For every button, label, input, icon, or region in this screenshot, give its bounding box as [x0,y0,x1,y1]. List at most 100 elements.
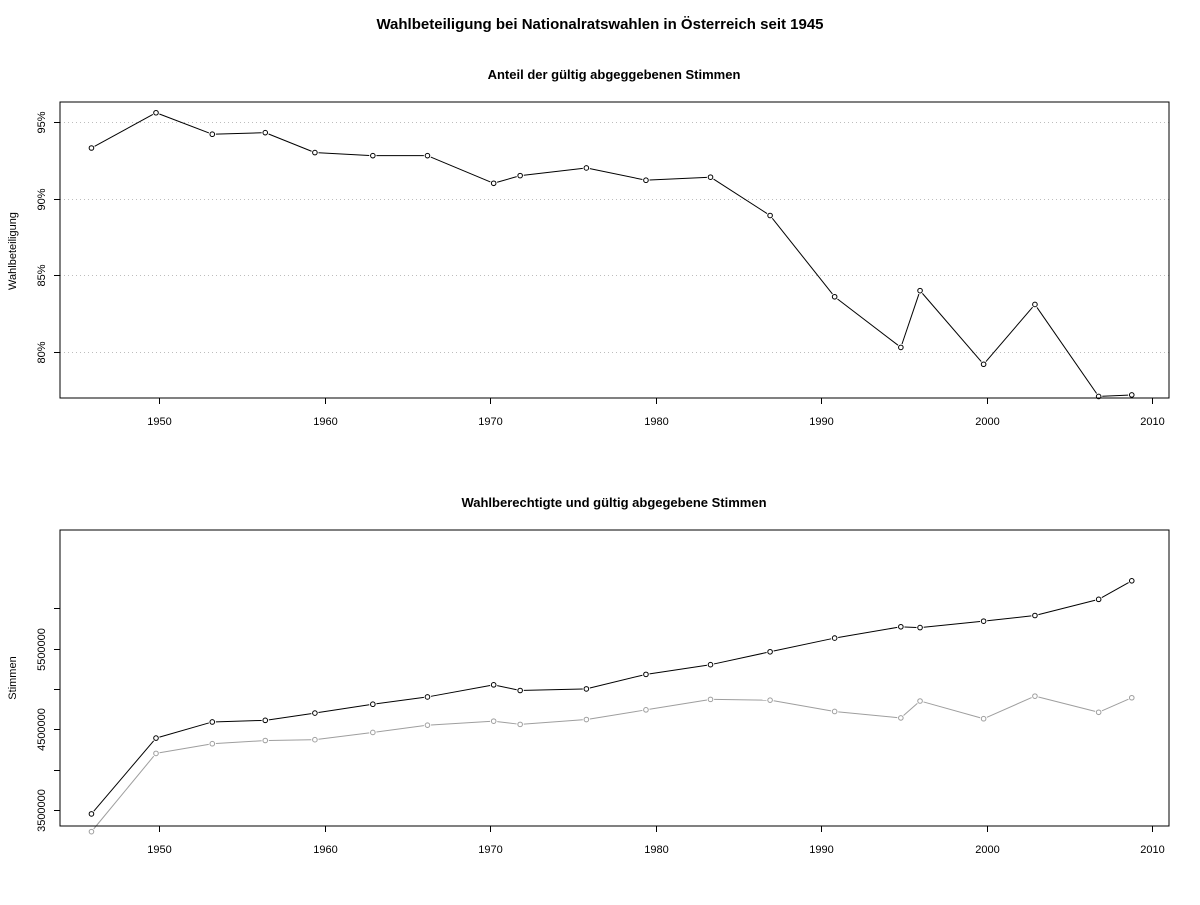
turnout-gridlines [60,122,1169,353]
votes-series-1-point [490,682,497,688]
votes-series-2-point [517,721,523,728]
votes-series-1-point [831,635,838,641]
votes-plot-frame [59,529,1170,827]
turnout-x-tick-label: 1960 [313,416,337,428]
votes-x-tick-label: 1970 [478,844,502,856]
votes-x-tick-label: 1950 [147,844,171,856]
votes-series-2-segment [215,740,262,745]
turnout-y-tick-label: 95% [36,111,48,133]
votes-series-1-segment [497,685,517,691]
turnout-series-1-point [707,174,714,180]
turnout-series-1-point [517,172,523,179]
turnout-series-1-segment [215,132,262,135]
votes-series-1-point [917,624,923,631]
votes-series-1-segment [1101,582,1129,599]
votes-series-2-segment [376,725,424,733]
votes-series-2-segment [318,732,370,740]
votes-series-2-segment [497,721,517,725]
turnout-series-1-point [153,109,159,116]
turnout-series-1-point [424,152,431,159]
votes-series-2-point [643,707,649,713]
turnout-y-tick-label: 90% [36,188,48,210]
votes-series-1 [88,578,1135,817]
votes-series-1-point [209,719,216,725]
votes-series-2 [88,693,1135,835]
votes-y-axis-label: Stimmen [7,656,19,699]
turnout-series-1-segment [649,176,707,181]
votes-series-2-segment [523,719,583,725]
votes-series-1-segment [430,685,491,697]
votes-series-1-point [312,710,318,716]
turnout-series-1-segment [496,176,517,183]
votes-series-1-segment [773,638,832,652]
votes-series-1-segment [589,674,643,689]
votes-series-2-point [898,715,904,721]
turnout-series-1-segment [159,113,210,134]
votes-series-2-point [1128,694,1135,701]
votes-series-2-segment [268,739,312,741]
votes-series-2-segment [903,702,918,716]
votes-series-2-segment [1101,698,1129,712]
turnout-series-1-segment [1036,307,1098,394]
votes-x-tick-label: 1960 [313,844,337,856]
votes-series-1-point [370,701,376,708]
votes-series-1-segment [523,688,583,691]
votes-series-2-segment [1038,696,1096,712]
votes-series-2-segment [773,700,832,712]
votes-series-2-segment [649,699,708,710]
turnout-series-1-segment [713,178,768,214]
votes-series-1-segment [904,626,917,628]
turnout-series-1-segment [318,152,370,156]
turnout-series-1-point [88,145,95,151]
turnout-x-tick-label: 1950 [147,416,171,428]
votes-series-2-segment [714,698,767,701]
votes-x-tick-label: 2000 [975,844,999,856]
turnout-series-1-segment [430,156,491,183]
turnout-y-axis-label: Wahlbeteiligung [7,212,19,290]
turnout-series-1-point [898,344,904,351]
votes-series-1-point [707,661,714,668]
turnout-series-1-segment [837,298,899,346]
votes-y-tick-label: 5500000 [36,628,48,671]
votes-series-2-point [370,729,376,736]
turnout-series-1-point [262,129,269,136]
votes-series-1-point [262,717,269,724]
turnout-series-1-point [980,361,987,368]
turnout-series-1-segment [985,306,1033,362]
votes-series-2-segment [589,709,643,720]
turnout-x-tick-label: 1980 [644,416,668,428]
votes-series-1-point [898,623,904,630]
turnout-series-1-point [312,149,318,156]
votes-series-1-segment [838,626,898,638]
votes-series-2-point [1095,709,1102,716]
votes-panel: Wahlberechtigte und gültig abgegebene St… [7,495,1170,856]
votes-series-2-segment [93,755,155,830]
votes-series-2-point [707,696,714,703]
votes-series-2-point [980,715,987,722]
votes-series-1-point [583,686,590,692]
turnout-series-1-segment [268,133,312,152]
turnout-y-tick-label: 85% [36,264,48,286]
turnout-series-1-point [831,293,838,300]
votes-series-1-segment [649,664,708,675]
votes-series-2-segment [431,720,491,726]
votes-series-2-point [424,722,431,728]
turnout-series-1-point [767,212,773,219]
turnout-series-1-segment [922,293,982,362]
turnout-series-1-point [1128,392,1135,398]
votes-series-2-point [1032,693,1038,699]
votes-chart-title: Wahlberechtigte und gültig abgegebene St… [461,495,766,510]
votes-series-1-segment [268,713,312,721]
votes-series-2-segment [159,743,209,754]
votes-series-2-point [88,828,95,835]
votes-series-1-segment [93,740,155,812]
votes-series-2-segment [838,711,898,719]
votes-series-2-segment [986,697,1032,718]
votes-x-tick-label: 1990 [809,844,833,856]
votes-series-1-point [517,687,523,694]
turnout-x-tick-label: 1970 [478,416,502,428]
turnout-series [88,109,1135,400]
turnout-plot-frame [59,101,1170,399]
